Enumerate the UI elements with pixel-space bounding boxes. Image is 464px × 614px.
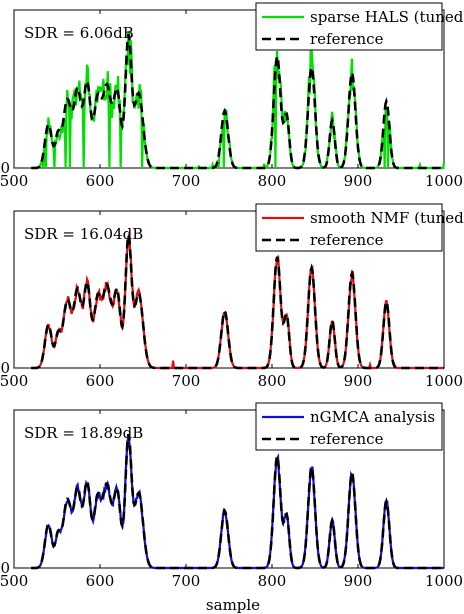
legend-label: reference (310, 231, 384, 249)
panel-3: 500 600 700 800 900 1000 0 SDR = 18.89dB nGMCA a… (0, 402, 463, 590)
reference-series-line (31, 234, 444, 370)
x-tick-label: 900 (344, 172, 373, 190)
x-tick-label: 800 (258, 572, 287, 590)
sdr-annotation: SDR = 6.06dB (24, 24, 134, 42)
x-tick-label: 900 (344, 372, 373, 390)
legend-label: reference (310, 30, 384, 48)
plot-frame (13, 9, 445, 169)
y-tick-label: 0 (0, 159, 10, 177)
x-tick-label: 700 (172, 572, 201, 590)
estimate-series-line (31, 30, 446, 170)
x-tick-label: 600 (86, 172, 115, 190)
legend-label: reference (310, 430, 384, 448)
x-tick-label: 700 (172, 172, 201, 190)
reference-series-line (31, 433, 444, 570)
x-tick-label: 1000 (425, 172, 463, 190)
legend-label: sparse HALS (tuned) (310, 8, 464, 26)
x-tick-label: 900 (344, 572, 373, 590)
x-tick-label: 500 (0, 172, 28, 190)
x-axis-label: sample (206, 596, 260, 614)
x-tick-label: 600 (86, 572, 115, 590)
x-tick-label: 1000 (425, 372, 463, 390)
x-tick-label: 1000 (425, 572, 463, 590)
legend-box (255, 402, 443, 451)
x-tick-label: 700 (172, 372, 201, 390)
x-tick-label: 800 (258, 172, 287, 190)
reference-series-line (31, 33, 444, 170)
plot-frame (13, 210, 445, 369)
legend-box (255, 2, 443, 51)
x-tick-label: 600 (86, 372, 115, 390)
x-tick-label: 500 (0, 372, 28, 390)
legend-label: smooth NMF (tuned) (310, 209, 464, 227)
y-tick-label: 0 (0, 559, 10, 577)
panel-2: 500 600 700 800 900 1000 0 SDR = 16.04dB smooth … (0, 203, 464, 390)
estimate-series-line (31, 433, 444, 570)
sdr-annotation: SDR = 16.04dB (24, 225, 143, 243)
x-tick-label: 800 (258, 372, 287, 390)
y-tick-label: 0 (0, 359, 10, 377)
legend-box (255, 203, 443, 252)
plot-frame (13, 409, 445, 569)
panel-1: 500 600 700 800 900 1000 0 SDR = 6.06dB sparse H… (0, 2, 464, 190)
sdr-annotation: SDR = 18.89dB (24, 424, 143, 442)
legend-label: nGMCA analysis (310, 408, 435, 426)
x-tick-label: 500 (0, 572, 28, 590)
